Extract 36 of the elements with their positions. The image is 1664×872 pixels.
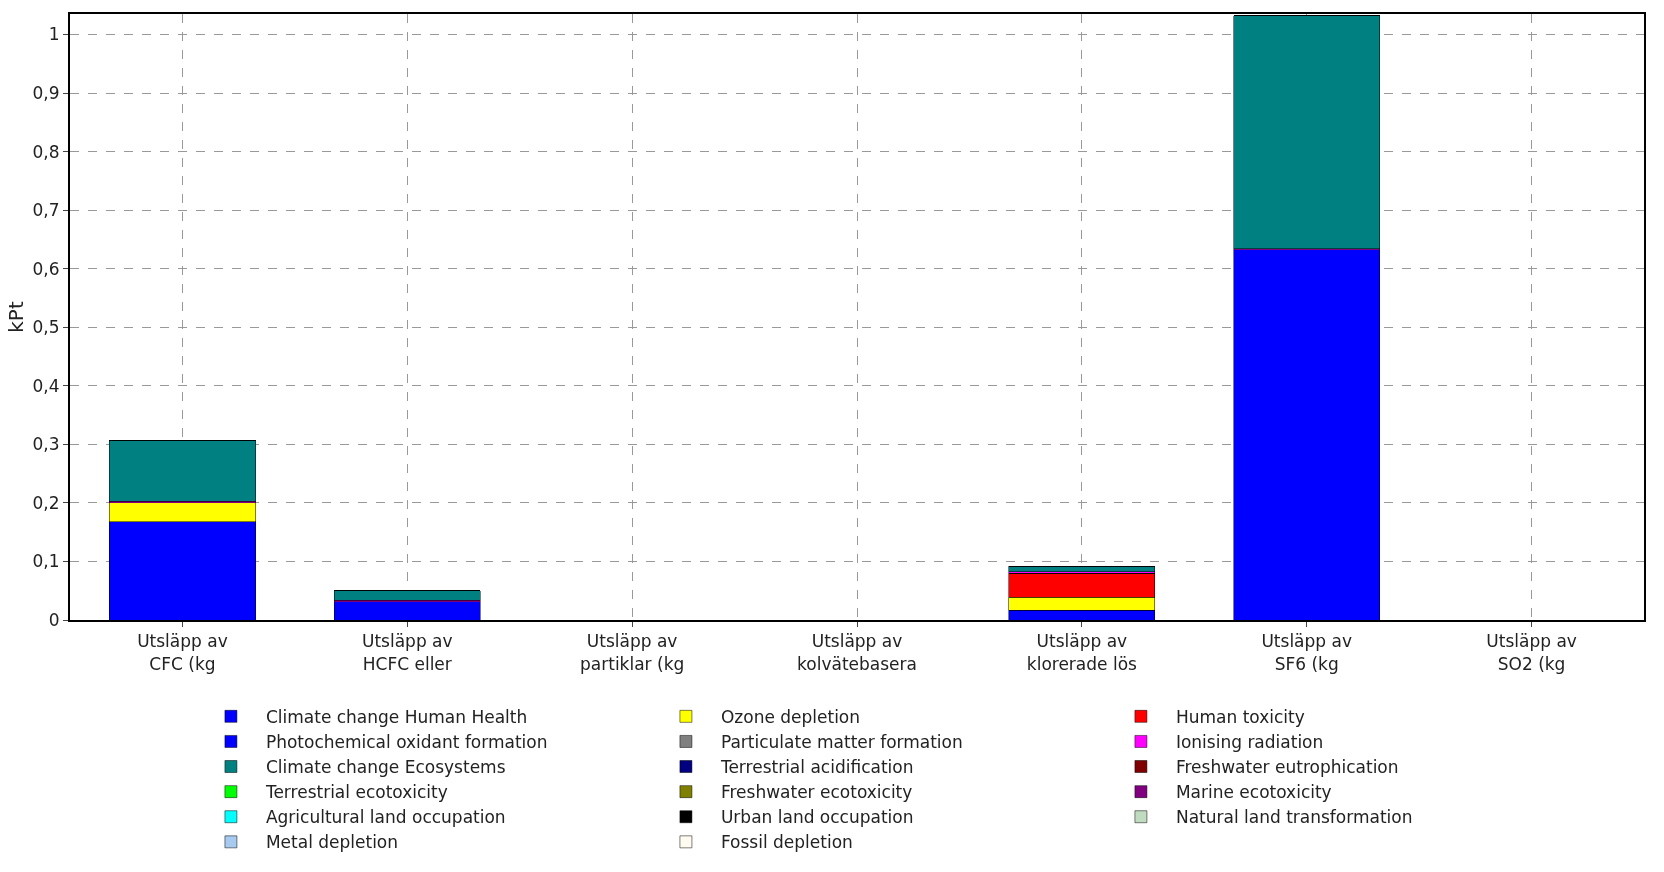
y-tick-label: 0,3 bbox=[32, 434, 60, 455]
y-tick-label: 0,5 bbox=[32, 317, 60, 338]
legend-label: Agricultural land occupation bbox=[265, 807, 506, 828]
x-tick-label: Utsläpp av SO2 (kg bbox=[1486, 631, 1577, 674]
x-tick-label: Utsläpp av klorerade lös bbox=[1026, 631, 1138, 674]
x-tick-label: Utsläpp av kolvätebasera bbox=[797, 631, 917, 674]
y-tick-label: 0 bbox=[48, 609, 60, 630]
legend-label: Natural land transformation bbox=[1175, 807, 1413, 828]
y-tick-label: 0,1 bbox=[32, 551, 60, 572]
legend-label: Terrestrial ecotoxicity bbox=[264, 782, 448, 803]
legend-label: Ozone depletion bbox=[720, 706, 861, 727]
y-tick-label: 0,7 bbox=[32, 200, 60, 221]
y-tick-label: 1 bbox=[48, 24, 60, 45]
legend-label: Particulate matter formation bbox=[720, 732, 963, 753]
legend-label: Freshwater eutrophication bbox=[1175, 757, 1399, 778]
legend-label: Urban land occupation bbox=[720, 807, 914, 828]
legend-label: Climate change Ecosystems bbox=[265, 757, 506, 778]
x-tick-label: Utsläpp av partiklar (kg bbox=[580, 631, 685, 674]
y-tick-label: 0,9 bbox=[32, 82, 60, 103]
x-tick-label: Utsläpp av CFC (kg bbox=[137, 631, 228, 674]
y-tick-label: 0,6 bbox=[32, 258, 60, 279]
y-tick-label: 0,4 bbox=[32, 375, 60, 396]
legend-label: Fossil depletion bbox=[720, 832, 853, 853]
legend-label: Metal depletion bbox=[265, 832, 399, 853]
x-tick-label: Utsläpp av SF6 (kg bbox=[1261, 631, 1352, 674]
x-tick-label: Utsläpp av HCFC eller bbox=[362, 631, 453, 674]
legend-label: Ionising radiation bbox=[1175, 732, 1324, 753]
legend-label: Human toxicity bbox=[1175, 706, 1305, 727]
legend-label: Photochemical oxidant formation bbox=[265, 732, 548, 753]
legend-label: Terrestrial acidification bbox=[719, 757, 914, 778]
legend-label: Freshwater ecotoxicity bbox=[720, 782, 913, 803]
legend-label: Climate change Human Health bbox=[265, 706, 528, 727]
y-tick-label: 0,8 bbox=[32, 141, 60, 162]
y-tick-label: 0,2 bbox=[32, 492, 60, 513]
legend-label: Marine ecotoxicity bbox=[1175, 782, 1332, 803]
y-axis-title: kPt bbox=[3, 301, 28, 333]
